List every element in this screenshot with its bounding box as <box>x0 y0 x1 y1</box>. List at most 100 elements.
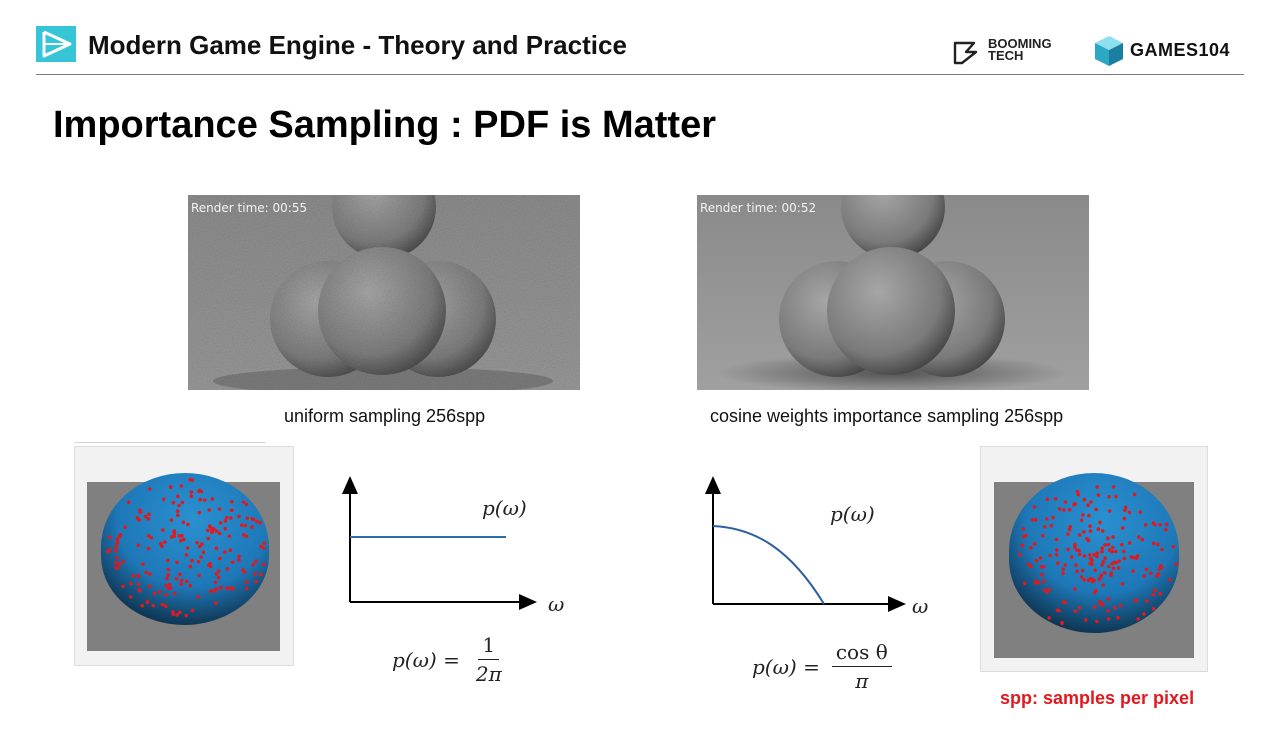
sample-dot <box>137 588 142 593</box>
sample-dot <box>157 590 162 594</box>
sample-dot <box>1137 535 1141 539</box>
sample-dot <box>1063 563 1068 567</box>
sample-dot <box>196 560 201 564</box>
sample-dot <box>114 545 118 549</box>
sample-dot <box>209 589 213 594</box>
denominator: 2π <box>475 662 502 686</box>
sample-dot <box>1072 502 1076 507</box>
sample-dot <box>1122 549 1126 554</box>
sample-dot <box>209 526 213 531</box>
sample-dot <box>1069 555 1074 559</box>
pdf-label: p(ω) <box>482 496 527 520</box>
sample-dot <box>126 500 131 504</box>
sample-dot <box>136 543 141 547</box>
fraction: cos θ π <box>831 640 892 693</box>
sample-dot <box>1099 573 1104 578</box>
sample-dot <box>218 521 223 525</box>
sample-dot <box>1073 609 1077 614</box>
sample-dot <box>254 579 259 584</box>
sample-dot <box>1075 569 1079 574</box>
sample-dot <box>1077 606 1082 610</box>
cosine-samples-sphere <box>980 446 1208 672</box>
sample-dot <box>1079 518 1084 523</box>
sample-dot <box>1087 513 1091 518</box>
sample-dot <box>161 528 165 532</box>
sample-dot <box>149 535 153 540</box>
sample-dot <box>259 572 263 577</box>
sample-dot <box>1060 621 1064 626</box>
sample-dot <box>1054 537 1059 542</box>
sample-dot <box>228 586 233 590</box>
slide-title: Importance Sampling : PDF is Matter <box>53 104 716 146</box>
sample-dot <box>1041 533 1045 538</box>
sample-dot <box>1093 568 1097 572</box>
sample-dot <box>203 498 207 502</box>
sample-dot <box>1081 513 1085 517</box>
sample-dot <box>1049 524 1054 528</box>
sample-dot <box>216 575 221 580</box>
sample-dot <box>1047 616 1051 620</box>
sample-dot <box>1061 600 1066 604</box>
sample-dot <box>228 548 233 552</box>
sample-dot <box>1026 562 1031 567</box>
sample-dot <box>201 550 206 554</box>
sample-dot <box>1079 575 1084 579</box>
sample-dot <box>1140 537 1145 542</box>
sample-dot <box>1024 533 1028 538</box>
sample-dot <box>231 587 236 591</box>
sample-dot <box>179 582 183 586</box>
sample-dot <box>1030 518 1035 522</box>
sample-dot <box>135 516 140 520</box>
sample-dot <box>210 530 214 534</box>
sample-dot <box>214 572 219 576</box>
sample-dot <box>117 562 122 566</box>
sample-dot <box>1159 565 1164 569</box>
sample-dot <box>129 581 133 586</box>
sample-dot <box>165 576 169 581</box>
sample-dot <box>1171 544 1176 549</box>
cosine-pdf-plot <box>705 476 906 612</box>
sample-dot <box>175 509 180 513</box>
sample-dot <box>206 528 210 533</box>
sample-dot <box>1134 598 1138 602</box>
sample-dot <box>1034 517 1038 522</box>
uniform-pdf-plot <box>342 476 537 610</box>
sample-dot <box>1096 493 1101 497</box>
sample-dot <box>241 500 246 504</box>
sample-dot <box>1095 485 1099 489</box>
sample-dot <box>262 546 266 550</box>
sample-dot <box>175 612 179 617</box>
sample-dot <box>131 574 135 578</box>
sample-dot <box>1113 606 1117 610</box>
sample-dot <box>1047 587 1052 592</box>
sample-dot <box>146 517 151 521</box>
sample-dot <box>1143 523 1148 527</box>
sample-dot <box>177 534 182 538</box>
sample-dot <box>1149 571 1153 575</box>
sample-dot <box>225 567 230 571</box>
sample-dot <box>1131 569 1135 573</box>
sample-dot <box>199 489 204 494</box>
sample-dot <box>1082 497 1087 502</box>
sample-dot <box>1111 535 1115 539</box>
sample-dot <box>1055 608 1060 613</box>
sample-dot <box>1131 555 1136 560</box>
sample-dot <box>244 534 249 539</box>
sample-dot <box>223 527 227 531</box>
sample-dot <box>230 560 235 565</box>
sample-dot <box>1122 556 1127 561</box>
sample-dot <box>140 604 144 608</box>
sample-dot <box>1106 536 1110 540</box>
sample-dot <box>1111 566 1116 571</box>
sample-dot <box>1127 510 1132 515</box>
sample-dot <box>171 500 176 505</box>
pdf-label: p(ω) <box>830 502 875 526</box>
sample-dot <box>217 507 222 511</box>
sample-dot <box>206 536 211 541</box>
sample-dot <box>1017 552 1022 557</box>
sample-dot <box>197 510 202 515</box>
sample-dot <box>1153 588 1157 593</box>
sample-dot <box>229 516 233 520</box>
sample-dot <box>237 554 241 559</box>
sample-dot <box>217 531 222 536</box>
